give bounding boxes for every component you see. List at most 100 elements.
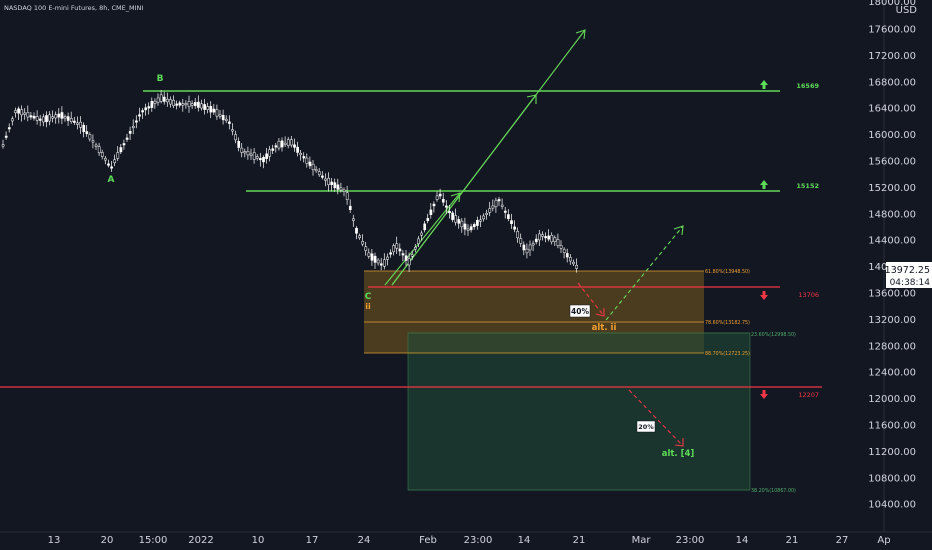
level-label-12207: 12207 [798, 391, 819, 399]
candle [302, 152, 306, 163]
candle [82, 122, 86, 138]
fib-label-236: 23.60%(12998.50) [751, 332, 796, 338]
candle [162, 91, 166, 105]
candle [110, 161, 113, 172]
price-axis-label: 15600.00 [868, 157, 916, 168]
candle [187, 95, 191, 113]
wave-label-alt-4: alt. [4] [662, 449, 695, 459]
price-axis-label: 11600.00 [868, 421, 916, 432]
candle [479, 215, 482, 228]
time-axis-label: 21 [573, 535, 586, 546]
candle [29, 111, 33, 120]
candle [240, 143, 244, 158]
candle [237, 137, 241, 152]
time-axis-label: 27 [836, 535, 849, 546]
currency-label: USD [896, 5, 918, 16]
candle [293, 138, 296, 152]
time-axis[interactable]: 13 20 15:00 2022 10 17 24 Feb 23:00 14 21 Mar 23:00 1… [0, 531, 932, 546]
candle [482, 213, 485, 222]
time-axis-label: 10 [252, 535, 265, 546]
candle [63, 114, 67, 122]
candle [45, 111, 48, 128]
price-axis-label: 12400.00 [868, 368, 916, 379]
price-axis-label: 12000.00 [868, 394, 916, 405]
candle [17, 106, 20, 120]
candle [73, 116, 76, 125]
candle [159, 90, 163, 104]
candle [271, 144, 275, 155]
current-price-tag[interactable]: 13972.25 04:38:14 [885, 262, 932, 288]
candle [367, 248, 371, 259]
candle [243, 148, 247, 158]
candle [503, 206, 507, 219]
price-axis-label: 13200.00 [868, 315, 916, 326]
candle [528, 240, 532, 256]
candle [376, 257, 380, 266]
candle [317, 168, 321, 177]
candle [336, 178, 340, 195]
time-axis-label: Feb [419, 535, 437, 546]
candle [423, 221, 427, 233]
price-axis-label: 14800.00 [868, 209, 916, 220]
candle [463, 217, 467, 236]
time-axis-label: 20 [101, 535, 114, 546]
candle [417, 236, 420, 248]
candle [559, 240, 563, 254]
candle [234, 130, 237, 144]
candle [76, 116, 79, 130]
candle [178, 100, 182, 108]
candle [305, 153, 309, 168]
candle [364, 241, 368, 256]
candle [569, 254, 572, 265]
candle [169, 96, 172, 108]
time-axis-label: 21 [786, 535, 799, 546]
candle [491, 199, 495, 212]
candle [231, 123, 234, 136]
candle [203, 98, 206, 115]
candle [190, 100, 194, 109]
candle [311, 159, 315, 176]
candle [280, 137, 284, 152]
candle [308, 156, 312, 169]
time-axis-label: 15:00 [139, 535, 168, 546]
candle [286, 136, 290, 149]
candle [116, 146, 120, 161]
time-axis-label: Ap [877, 535, 890, 546]
candle [507, 209, 510, 222]
candle [209, 101, 213, 119]
candle [97, 142, 101, 156]
candle [224, 115, 228, 124]
candle [4, 131, 8, 140]
probability-badge-40[interactable]: 40% [569, 304, 591, 318]
candle [547, 229, 551, 242]
candle [200, 99, 203, 111]
fib-label-786: 78.60%(13182.75) [705, 320, 750, 326]
time-axis-label: 24 [358, 535, 371, 546]
candle [249, 148, 253, 160]
candle [383, 253, 386, 270]
time-axis-label: 23:00 [676, 535, 705, 546]
candle [510, 213, 513, 229]
price-axis-label: 16000.00 [868, 130, 916, 141]
candle [538, 229, 541, 247]
candle [531, 240, 535, 252]
candle [438, 188, 442, 199]
price-axis-label: 15200.00 [868, 183, 916, 194]
candle [553, 235, 557, 246]
candle [221, 109, 225, 125]
wave-label-alt-ii: alt. ii [592, 323, 617, 333]
candle [373, 252, 377, 269]
candlestick-series[interactable] [1, 90, 578, 273]
candle [445, 200, 448, 214]
candle [342, 187, 346, 197]
candle [94, 142, 98, 150]
target-zone[interactable] [407, 332, 751, 491]
candle [534, 234, 538, 245]
probability-badge-20[interactable]: 20% [636, 420, 656, 433]
candle [352, 214, 355, 227]
candle [265, 148, 268, 164]
price-axis-label: 16400.00 [868, 104, 916, 115]
candle [66, 112, 70, 126]
candle [556, 233, 560, 249]
